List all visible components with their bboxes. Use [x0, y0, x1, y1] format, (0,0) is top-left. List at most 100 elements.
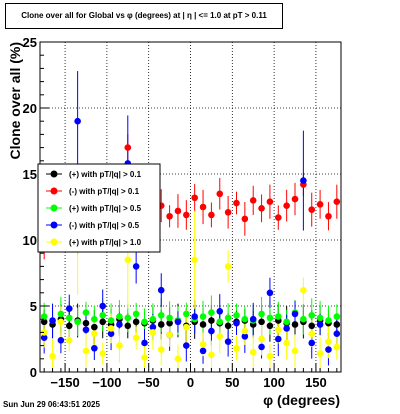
- data-point: [199, 321, 207, 328]
- data-point: [241, 215, 249, 223]
- data-point: [191, 194, 198, 202]
- data-point: [174, 355, 182, 363]
- data-point: [233, 344, 240, 352]
- data-point: [174, 318, 182, 326]
- data-point: [74, 318, 81, 326]
- data-point: [166, 212, 173, 220]
- data-point: [291, 321, 299, 328]
- data-point: [274, 313, 282, 320]
- y-tick-label: 10: [23, 233, 37, 248]
- x-tick-label: 0: [187, 375, 194, 390]
- data-point: [274, 214, 282, 221]
- data-point: [82, 326, 90, 334]
- data-point: [65, 322, 73, 330]
- data-point: [325, 346, 332, 353]
- data-point: [199, 313, 207, 320]
- data-point: [325, 317, 332, 324]
- data-point: [99, 311, 107, 319]
- data-point: [249, 348, 257, 356]
- x-tick-label: −100: [92, 375, 121, 390]
- data-point: [40, 329, 48, 336]
- data-point: [274, 326, 282, 334]
- date-stamp: Sun Jun 29 06:43:51 2025: [3, 400, 100, 409]
- data-point: [241, 315, 249, 323]
- data-point: [249, 315, 257, 323]
- data-point: [91, 344, 98, 352]
- data-point: [291, 310, 299, 318]
- data-point: [132, 263, 140, 270]
- data-point: [157, 346, 165, 353]
- legend-swatch-marker: [50, 204, 58, 212]
- legend-entry-label: (-) with pT/|q| > 0.5: [69, 221, 140, 230]
- data-point: [241, 333, 249, 340]
- data-point: [224, 208, 232, 216]
- data-point: [124, 314, 132, 322]
- data-point: [258, 310, 265, 318]
- data-point: [283, 318, 290, 326]
- data-point: [208, 211, 215, 219]
- data-point: [316, 314, 324, 322]
- x-tick-label: −150: [50, 375, 79, 390]
- data-point: [116, 321, 123, 328]
- data-point: [274, 335, 282, 343]
- data-point: [208, 317, 215, 324]
- data-point: [199, 203, 207, 211]
- data-point: [49, 352, 56, 360]
- data-point: [258, 343, 265, 351]
- y-tick-label: 15: [23, 167, 37, 182]
- data-point: [224, 314, 232, 322]
- data-point: [183, 310, 190, 318]
- data-point: [258, 335, 265, 343]
- data-point: [57, 318, 65, 326]
- legend-entry-label: (+) with pT/|q| > 0.1: [69, 170, 142, 179]
- data-point: [258, 318, 265, 326]
- data-point: [99, 302, 107, 310]
- y-tick-label: 0: [30, 365, 37, 380]
- data-point: [266, 352, 274, 360]
- data-point: [91, 315, 98, 323]
- data-point: [241, 327, 249, 335]
- data-point: [166, 331, 173, 339]
- data-point: [316, 350, 324, 357]
- data-point: [266, 322, 274, 330]
- y-tick-label: 5: [30, 299, 37, 314]
- x-tick-label: 50: [225, 375, 239, 390]
- legend-swatch-marker: [50, 221, 58, 229]
- data-point: [132, 334, 140, 341]
- data-point: [141, 339, 148, 347]
- data-point: [291, 195, 299, 203]
- data-point: [124, 144, 132, 151]
- data-point: [216, 307, 224, 315]
- data-point: [208, 351, 215, 359]
- data-point: [300, 315, 307, 323]
- data-point: [132, 318, 140, 326]
- data-point: [65, 314, 73, 322]
- data-point: [233, 311, 240, 319]
- data-point: [266, 314, 274, 322]
- data-point: [199, 347, 207, 355]
- data-point: [65, 337, 73, 344]
- data-point: [116, 313, 123, 320]
- data-point: [183, 211, 190, 219]
- data-point: [99, 318, 107, 326]
- data-point: [224, 338, 232, 345]
- data-point: [82, 309, 90, 316]
- data-point: [300, 286, 307, 294]
- legend: (+) with pT/|q| > 0.1 (-) with pT/|q| > 0…: [37, 163, 161, 253]
- data-point: [199, 340, 207, 348]
- y-axis-label: Clone over all (%): [7, 42, 23, 159]
- data-point: [291, 347, 299, 355]
- data-point: [283, 325, 290, 332]
- data-point: [300, 177, 307, 184]
- data-point: [216, 318, 224, 326]
- legend-entry-label: (+) with pT/|q| > 0.5: [69, 204, 142, 213]
- data-point: [107, 317, 115, 324]
- data-point: [183, 342, 190, 349]
- data-point: [266, 289, 274, 297]
- data-point: [333, 321, 341, 328]
- data-point: [325, 212, 332, 220]
- data-point: [82, 319, 90, 327]
- data-point: [157, 311, 165, 319]
- data-point: [266, 198, 274, 206]
